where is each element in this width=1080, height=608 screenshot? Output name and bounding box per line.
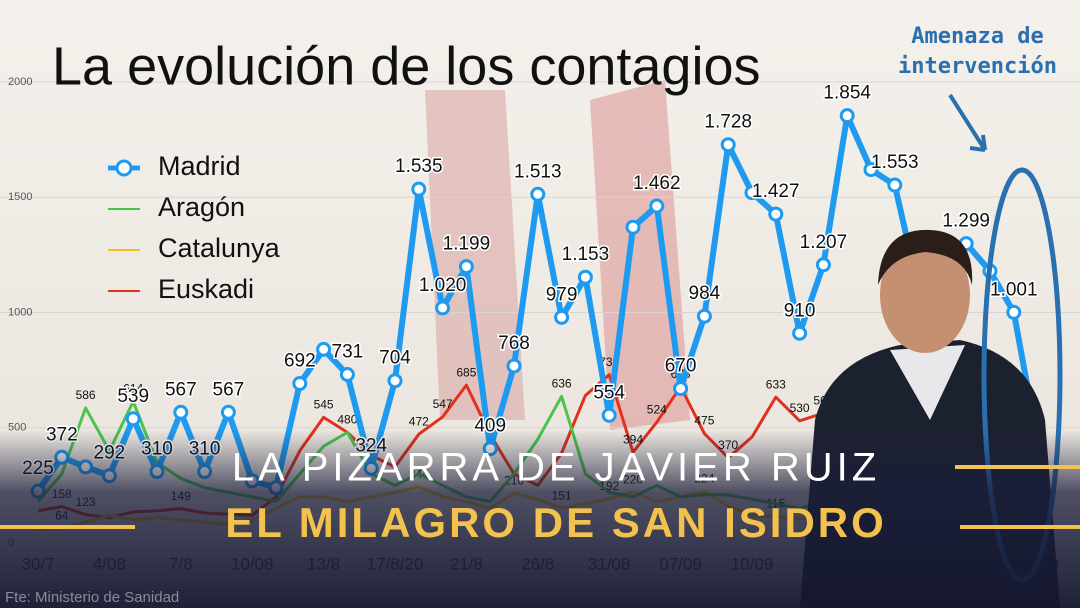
point — [506, 358, 522, 374]
data-label: 1.020 — [419, 275, 467, 296]
data-label: 539 — [117, 386, 149, 407]
data-label: 1.153 — [562, 244, 610, 265]
point — [411, 181, 427, 197]
data-label: 554 — [593, 382, 625, 403]
data-label: 768 — [498, 333, 530, 354]
point — [339, 367, 355, 383]
point — [220, 404, 236, 420]
point — [815, 257, 831, 273]
point — [673, 381, 689, 397]
data-label: 1.001 — [990, 279, 1038, 300]
data-label: 670 — [665, 356, 697, 377]
y-tick-label: 1000 — [8, 306, 32, 318]
chart-title: La evolución de los contagios — [52, 36, 761, 96]
point — [601, 407, 617, 423]
point — [292, 375, 308, 391]
data-label: 685 — [456, 365, 476, 379]
y-tick-label: 1500 — [8, 191, 32, 203]
data-label: 524 — [647, 402, 667, 416]
data-label: 567 — [213, 379, 245, 400]
show-title: LA PIZARRA DE JAVIER RUIZ — [232, 446, 880, 490]
point — [1006, 304, 1022, 320]
point — [125, 411, 141, 427]
point — [554, 309, 570, 325]
data-label: 979 — [546, 284, 578, 305]
point — [387, 373, 403, 389]
point — [792, 325, 808, 341]
legend-label: Euskadi — [158, 274, 254, 304]
legend: Madrid Aragón Catalunya Euskadi — [108, 151, 281, 304]
data-label: 1.199 — [443, 234, 491, 255]
legend-label: Madrid — [158, 151, 241, 181]
data-label: 1.854 — [823, 83, 871, 104]
point — [768, 206, 784, 222]
point — [458, 259, 474, 275]
flag-madrid — [590, 80, 690, 430]
presenter-shirt — [890, 345, 965, 420]
annotation-box: Amenaza de intervención — [898, 24, 1057, 79]
data-label: 1.513 — [514, 161, 562, 182]
point — [435, 300, 451, 316]
data-label: 480 — [337, 413, 357, 427]
data-label: 567 — [165, 379, 197, 400]
data-label: 1.207 — [800, 232, 848, 253]
data-label: 692 — [284, 351, 316, 372]
annotation-arrow — [948, 93, 987, 152]
point — [863, 162, 879, 178]
annotation: Amenaza de intervención — [898, 24, 1057, 79]
point — [530, 186, 546, 202]
point — [316, 341, 332, 357]
data-label: 1.427 — [752, 181, 800, 202]
data-label: 1.299 — [942, 211, 990, 232]
data-label: 731 — [332, 342, 364, 363]
point — [696, 308, 712, 324]
legend-label: Aragón — [158, 192, 245, 222]
y-tick-label: 2000 — [8, 76, 32, 88]
data-label: 984 — [689, 283, 721, 304]
point — [577, 269, 593, 285]
point — [887, 177, 903, 193]
data-label: 475 — [694, 414, 714, 428]
flag-spain — [425, 90, 525, 420]
data-label: 1.462 — [633, 173, 681, 194]
data-label: 704 — [379, 348, 411, 369]
data-label: 1.535 — [395, 156, 443, 177]
presenter-head — [880, 237, 970, 353]
data-label: 910 — [784, 300, 816, 321]
point — [839, 108, 855, 124]
point — [173, 404, 189, 420]
data-label: 530 — [790, 401, 810, 415]
data-label: 636 — [552, 377, 572, 391]
data-label: 547 — [433, 397, 453, 411]
data-label: 1.553 — [871, 152, 919, 173]
source: Fte: Ministerio de Sanidad — [5, 589, 179, 606]
legend-marker — [115, 159, 133, 177]
data-label: 586 — [76, 388, 96, 402]
data-label: 614 — [123, 382, 143, 396]
presenter-hair — [878, 229, 973, 285]
legend-label: Catalunya — [158, 233, 281, 263]
data-label: 1.728 — [704, 112, 752, 133]
point — [744, 185, 760, 201]
data-label: 633 — [766, 377, 786, 391]
point — [720, 137, 736, 153]
headline: EL MILAGRO DE SAN ISIDRO — [225, 499, 887, 546]
lower-third — [0, 430, 1080, 608]
point — [649, 198, 665, 214]
point — [625, 219, 641, 235]
data-label: 545 — [314, 398, 334, 412]
data-label: 472 — [409, 414, 429, 428]
